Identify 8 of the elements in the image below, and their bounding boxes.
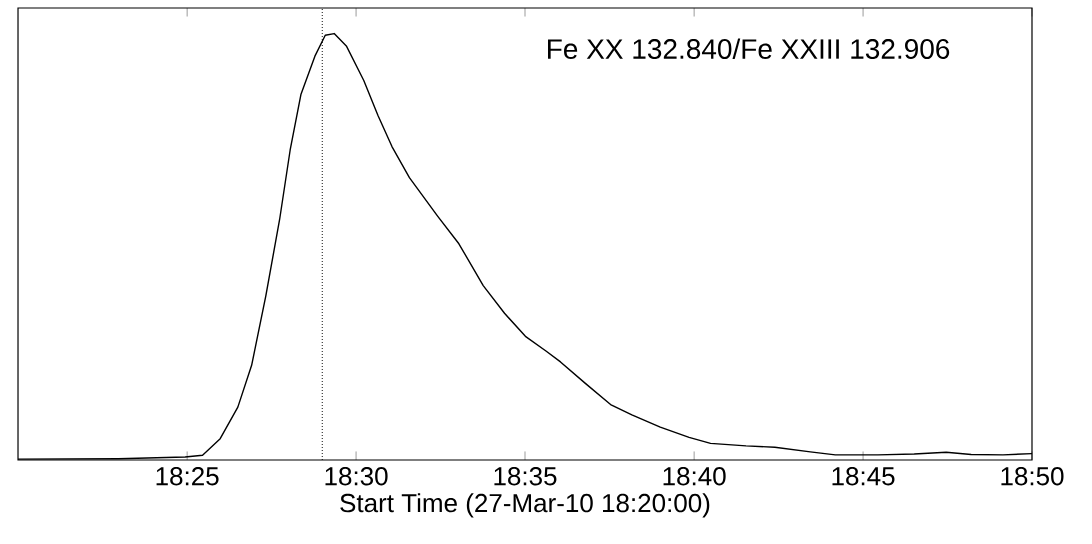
x-tick-label: 18:50	[1001, 467, 1064, 486]
x-tick-label: 18:25	[156, 467, 219, 486]
x-tick-label: 18:40	[663, 467, 726, 486]
x-tick-label: 18:35	[494, 467, 557, 486]
x-tick-label: 18:45	[832, 467, 895, 486]
x-tick-label: 18:30	[325, 467, 388, 486]
x-axis-title: Start Time (27-Mar-10 18:20:00)	[340, 493, 710, 518]
annotation: Fe XX 132.840/Fe XXIII 132.906	[548, 38, 950, 59]
